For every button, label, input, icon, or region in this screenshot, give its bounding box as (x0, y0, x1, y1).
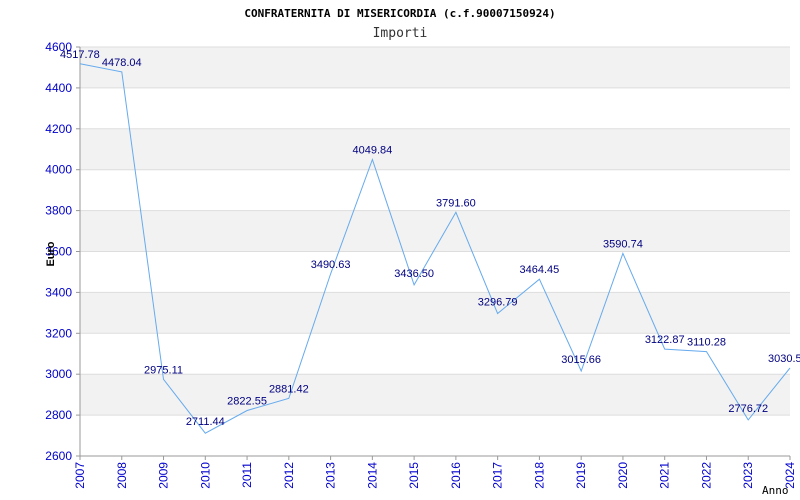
x-tick-label: 2020 (616, 462, 630, 489)
x-tick-labels: 2007 2008 2009 2010 2011 2012 2013 2014 2015 2016… (73, 456, 797, 489)
chart-title: CONFRATERNITA DI MISERICORDIA (c.f.90007… (244, 7, 555, 20)
plot-band (80, 251, 790, 293)
plot-band (80, 128, 790, 170)
data-label: 2711.44 (186, 416, 225, 428)
plot-band (80, 210, 790, 252)
x-tick-label: 2007 (73, 462, 87, 489)
y-tick-label: 3200 (45, 326, 72, 340)
y-tick-label: 3800 (45, 204, 72, 218)
data-label: 3015.66 (561, 354, 601, 366)
y-tick-label: 4000 (45, 163, 72, 177)
x-axis-label: Anno (762, 484, 789, 497)
x-tick-label: 2010 (198, 462, 212, 489)
y-tick-label: 2800 (45, 408, 72, 422)
data-label: 3490.63 (311, 259, 351, 271)
x-tick-label: 2017 (491, 462, 505, 489)
data-label: 3296.79 (478, 297, 518, 309)
y-tick-label: 3400 (45, 285, 72, 299)
y-tick-label: 2600 (45, 449, 72, 463)
data-label: 3110.28 (687, 337, 726, 349)
plot-band (80, 169, 790, 211)
y-axis-label: Euro (45, 241, 57, 266)
data-label: 4517.78 (60, 49, 100, 61)
data-label: 4049.84 (352, 145, 392, 157)
x-tick-label: 2021 (658, 462, 672, 489)
y-tick-label: 4600 (45, 40, 72, 54)
plot-bands (80, 47, 790, 456)
x-tick-label: 2023 (741, 462, 755, 489)
x-tick-label: 2009 (157, 462, 171, 489)
data-label: 2776.72 (728, 403, 768, 415)
data-label: 2881.42 (269, 383, 309, 395)
plot-band (80, 333, 790, 375)
x-tick-label: 2008 (115, 462, 129, 489)
data-label: 3590.74 (603, 238, 643, 250)
plot-band (80, 87, 790, 129)
data-label: 3464.45 (520, 264, 560, 276)
data-label: 3122.87 (645, 334, 685, 346)
x-tick-label: 2011 (240, 462, 254, 488)
plot-band (80, 292, 790, 334)
x-tick-label: 2018 (532, 462, 546, 489)
y-tick-label: 3600 (45, 245, 72, 259)
plot-band (80, 374, 790, 416)
x-tick-label: 2012 (282, 462, 296, 489)
x-tick-label: 2019 (574, 462, 588, 489)
x-tick-label: 2022 (699, 462, 713, 489)
y-tick-label: 4400 (45, 81, 72, 95)
y-tick-label: 4200 (45, 122, 72, 136)
y-tick-label: 3000 (45, 367, 72, 381)
plot-band (80, 47, 790, 88)
x-tick-label: 2016 (449, 462, 463, 489)
x-tick-label: 2013 (324, 462, 338, 489)
chart-subtitle: Importi (373, 26, 428, 41)
x-tick-label: 2014 (365, 462, 379, 489)
y-tick-labels: 2600 2800 3000 3200 3400 3600 3800 4000 4200 4400… (45, 40, 80, 463)
series-line (79, 63, 791, 434)
data-label: 4478.04 (102, 57, 142, 69)
x-tick-label: 2024 (783, 462, 797, 489)
data-label: 2975.11 (144, 364, 183, 376)
data-label: 3791.60 (436, 197, 476, 209)
data-label: 3030.5 (768, 353, 800, 365)
data-label: 3436.50 (394, 268, 434, 280)
x-tick-label: 2015 (407, 462, 421, 489)
plot-band (80, 415, 790, 456)
data-label: 2822.55 (227, 395, 267, 407)
